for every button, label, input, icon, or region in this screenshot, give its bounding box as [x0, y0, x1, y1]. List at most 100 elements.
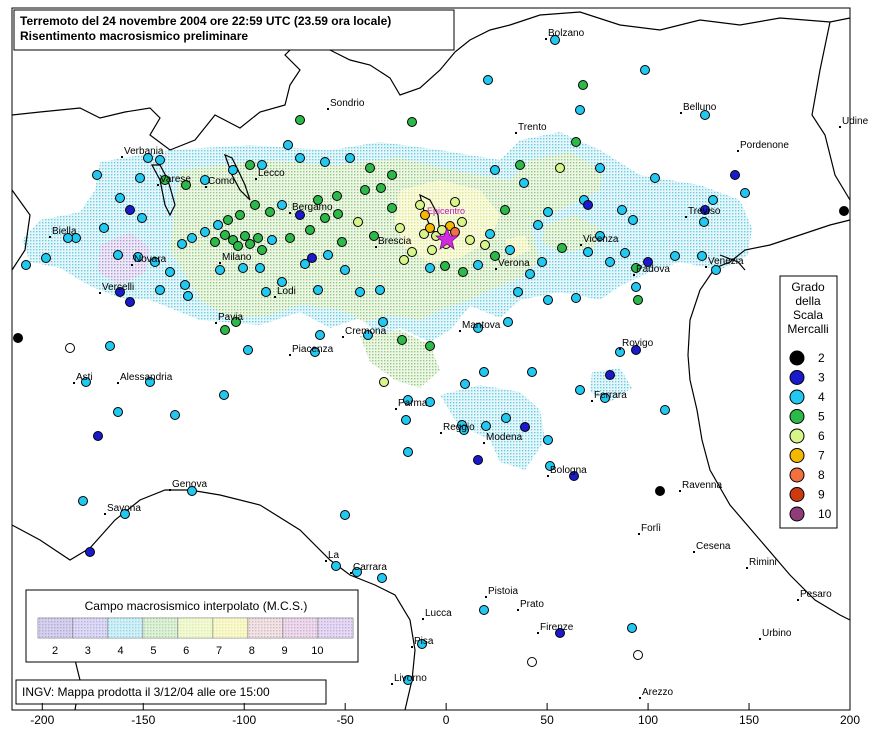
observation-point [628, 215, 638, 225]
field-label: 2 [52, 645, 58, 657]
observation-point [331, 561, 341, 571]
observation-point [85, 547, 95, 557]
field-label: 10 [311, 645, 323, 657]
observation-point [133, 252, 143, 262]
observation-point [631, 263, 641, 273]
observation-point [711, 265, 721, 275]
field-swatch-texture [108, 618, 143, 638]
observation-point [332, 191, 342, 201]
observation-point [660, 405, 670, 415]
observation-point [183, 291, 193, 301]
city-label: Trento [518, 122, 547, 133]
observation-point [520, 422, 530, 432]
observation-point [583, 200, 593, 210]
city-label: Lecco [258, 168, 285, 179]
observation-point [387, 170, 397, 180]
observation-point [220, 325, 230, 335]
observation-point [650, 173, 660, 183]
observation-point [397, 335, 407, 345]
observation-point [323, 250, 333, 260]
observation-point [401, 415, 411, 425]
observation-point [605, 370, 615, 380]
city-label: Sondrio [330, 98, 365, 109]
field-label: 3 [85, 645, 91, 657]
observation-point [425, 341, 435, 351]
observation-point [425, 397, 435, 407]
field-swatch-texture [318, 618, 353, 638]
observation-point [257, 160, 267, 170]
observation-point [419, 229, 429, 239]
observation-point [699, 217, 709, 227]
observation-point [519, 178, 529, 188]
observation-point [261, 287, 271, 297]
observation-point [617, 205, 627, 215]
city-marker [459, 330, 461, 332]
observation-point [63, 233, 73, 243]
observation-point [697, 251, 707, 261]
legend-field-title: Campo macrosismico interpolato (M.C.S.) [85, 599, 308, 613]
legend-level: 2 [818, 351, 825, 365]
observation-point [177, 239, 187, 249]
city-label: Urbino [762, 628, 792, 639]
x-tick-label: 150 [739, 713, 759, 727]
x-tick-label: 0 [443, 713, 450, 727]
observation-point [450, 197, 460, 207]
field-swatch-texture [73, 618, 108, 638]
city-marker [495, 268, 497, 270]
legend-level: 10 [818, 507, 832, 521]
observation-point [730, 170, 740, 180]
observation-point [240, 231, 250, 241]
observation-point [180, 280, 190, 290]
observation-point [417, 639, 427, 649]
legend-level: 4 [818, 390, 825, 404]
observation-point [313, 285, 323, 295]
observation-point [545, 461, 555, 471]
observation-point [219, 390, 229, 400]
observation-point [250, 200, 260, 210]
legend-level: 5 [818, 410, 825, 424]
field-label: 6 [183, 645, 189, 657]
observation-point [425, 263, 435, 273]
legend-level: 9 [818, 488, 825, 502]
city-label: Milano [222, 252, 252, 263]
field-swatch-texture [178, 618, 213, 638]
city-marker [693, 551, 695, 553]
observation-point [605, 257, 615, 267]
legend-title-2: della [795, 294, 821, 308]
observation-point [13, 333, 23, 343]
city-marker [483, 442, 485, 444]
city-label: Bologna [550, 465, 587, 476]
title-line1: Terremoto del 24 novembre 2004 ore 22:59… [20, 14, 391, 28]
observation-point [285, 233, 295, 243]
observation-point [105, 341, 115, 351]
city-marker [117, 382, 119, 384]
observation-point [120, 509, 130, 519]
city-label: Piacenza [292, 344, 334, 355]
city-marker [679, 490, 681, 492]
coastlines [11, 11, 851, 711]
lake-maggiore [151, 164, 176, 217]
swiss-border [11, 39, 456, 151]
city-marker [255, 178, 257, 180]
observation-point [337, 237, 347, 247]
observation-point [479, 367, 489, 377]
city-label: Prato [520, 599, 544, 610]
observation-point [295, 153, 305, 163]
observation-point [708, 195, 718, 205]
observation-point [21, 260, 31, 270]
legend-dot [789, 409, 805, 424]
observation-point [277, 277, 287, 287]
field-label: 8 [249, 645, 255, 657]
city-label: Asti [76, 372, 93, 383]
legend-dot [789, 487, 805, 502]
observation-point [627, 623, 637, 633]
city-labels: Bolzano Sondrio Trento Belluno Pordenone Udin… [49, 28, 869, 699]
observation-point [231, 317, 241, 327]
epicentre-star-icon [434, 226, 460, 250]
city-marker [639, 697, 641, 699]
city-label: Bolzano [548, 28, 585, 39]
city-label: Reggio [443, 422, 475, 433]
observation-point [305, 225, 315, 235]
observation-point [407, 117, 417, 127]
